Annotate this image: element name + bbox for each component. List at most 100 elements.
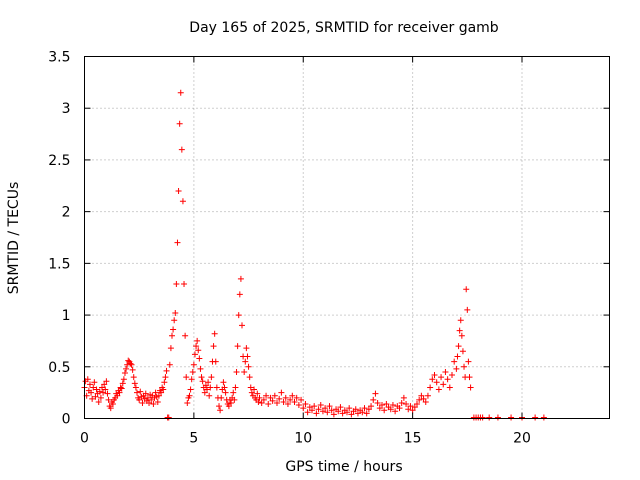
data-point [400,394,407,401]
data-point [381,407,388,414]
data-point [361,405,368,412]
data-point [330,411,337,418]
data-point [132,384,139,391]
data-point [125,357,132,364]
x-tick-label: 0 [80,431,89,447]
data-point [116,389,123,396]
data-point [184,399,191,406]
data-point [435,386,442,393]
data-point [107,405,114,412]
chart-title: Day 165 of 2025, SRMTID for receiver gam… [189,20,499,36]
data-point [289,392,296,399]
data-point [317,402,324,409]
data-point [170,326,177,333]
data-point [431,372,438,379]
data-point [311,403,318,410]
x-tick-label: 20 [513,431,531,447]
data-point [284,401,291,408]
y-tick-label: 1.5 [48,256,70,272]
data-point [103,378,110,385]
data-point [324,409,331,416]
data-point [104,390,111,397]
data-point [464,306,471,313]
data-point [193,343,200,350]
data-point [177,89,184,96]
data-point [171,317,178,324]
data-point [376,405,383,412]
data-point [234,343,241,350]
data-point [363,410,370,417]
data-point [232,384,239,391]
x-tick-labels: 0 5 10 15 20 [80,431,531,447]
data-point [407,403,414,410]
data-point [344,409,350,416]
data-point [416,396,423,403]
data-point [532,414,539,421]
data-point [449,372,455,379]
data-point [120,376,127,383]
data-point [207,384,214,391]
data-point [201,389,208,396]
data-point [295,402,302,409]
data-point [88,389,95,396]
data-point [403,401,410,408]
data-point [148,396,155,403]
data-point [199,378,206,385]
data-point [169,332,175,339]
data-point [174,239,181,246]
data-point [429,376,436,383]
data-point [265,401,272,408]
data-point [269,397,276,404]
data-point [459,348,466,355]
data-point [339,410,346,417]
data-point [239,322,245,329]
data-point [165,414,172,421]
data-point [236,291,243,298]
data-point [392,408,399,415]
data-point [254,390,261,397]
data-point [465,358,472,365]
data-point [467,384,474,391]
data-point [398,399,405,406]
data-point [454,353,461,360]
data-point [230,389,237,396]
data-point [411,404,418,411]
y-tick-label: 2.5 [48,153,70,169]
data-point [456,327,463,334]
x-tick-label: 5 [189,431,198,447]
data-point [463,286,470,293]
data-point [213,384,220,391]
data-point [352,406,359,413]
data-point [241,368,248,375]
data-point [121,369,128,376]
data-point [414,401,420,408]
data-point [129,366,136,373]
data-point [368,403,375,410]
data-point [202,382,209,389]
data-point [196,355,203,362]
data-point [161,379,168,386]
data-point [246,374,253,381]
data-point [152,389,159,396]
data-point [494,414,501,421]
data-point [187,386,194,393]
data-point [127,360,134,367]
data-point [233,368,240,375]
data-point [181,281,188,288]
data-point [175,187,182,194]
data-point [142,390,149,397]
data-point [99,384,105,391]
data-point [136,396,143,403]
data-point [128,361,135,368]
data-point [280,398,287,405]
data-point [119,380,126,387]
data-point [217,407,224,414]
data-point [173,281,180,288]
data-point [144,394,151,401]
data-point [158,389,165,396]
data-point [167,345,174,352]
data-point [300,405,307,412]
data-point [221,384,228,391]
